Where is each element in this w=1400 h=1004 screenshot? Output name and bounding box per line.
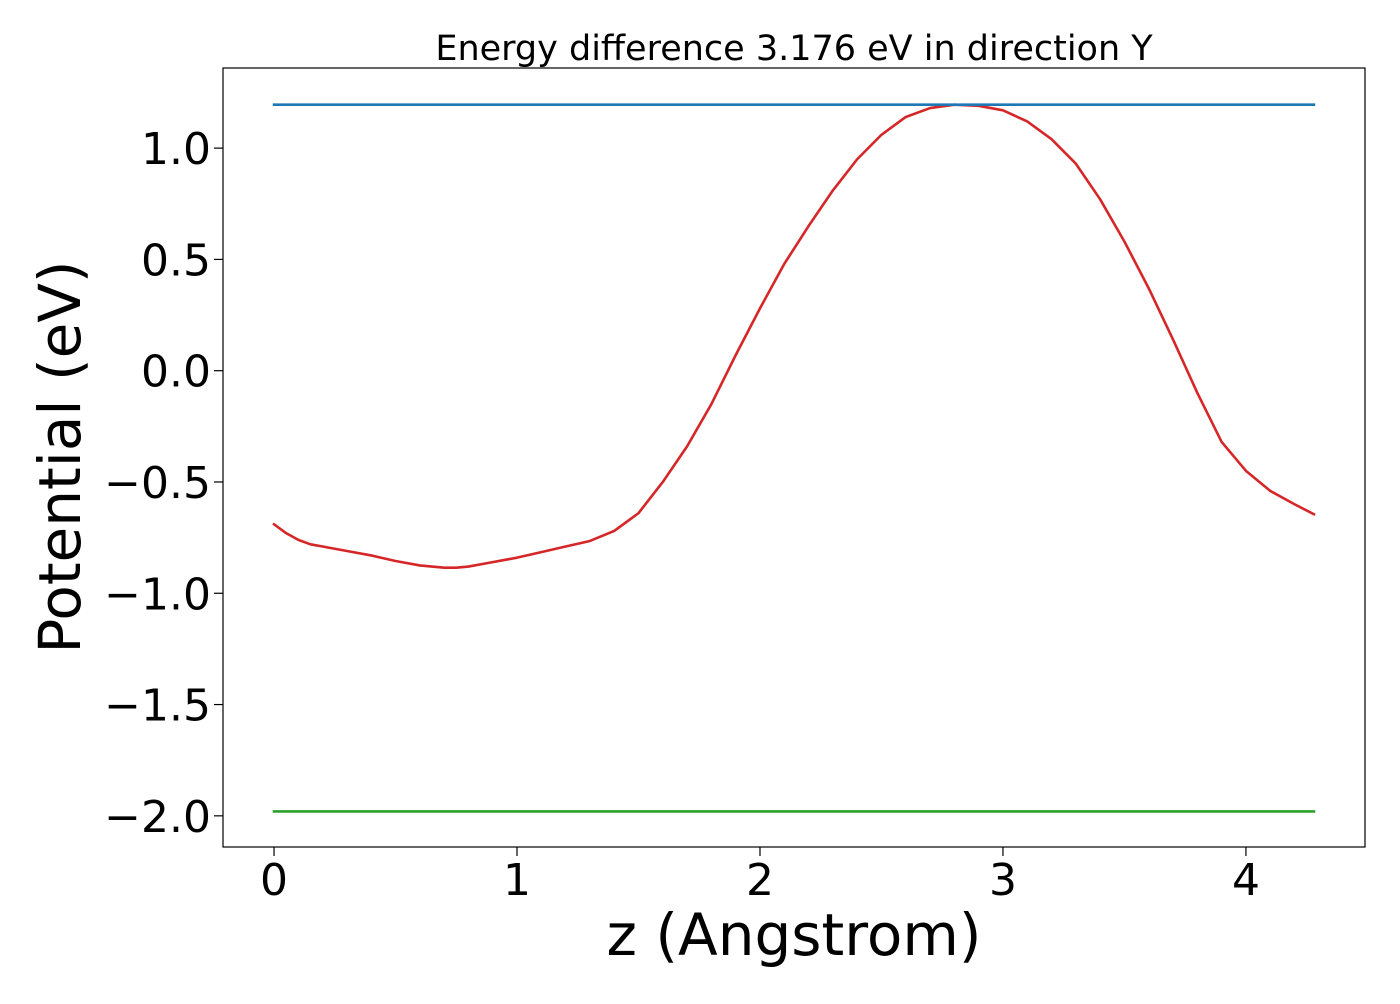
y-axis-label: Potential (eV): [26, 260, 94, 653]
y-tick-label: 1.0: [141, 124, 211, 175]
x-tick-label: 3: [989, 855, 1017, 906]
y-tick-label: 0.5: [141, 235, 211, 286]
y-axis-ticks: 1.0 0.5 0.0 −0.5 −1.0 −1.5 −2.0: [104, 124, 223, 843]
y-tick-label: −2.0: [104, 792, 211, 843]
series-layer: [272, 103, 1316, 813]
x-axis-label: z (Angstrom): [607, 901, 982, 969]
potential-curve: [272, 103, 1316, 569]
plot-frame: [222, 67, 1366, 848]
x-tick-label: 1: [503, 855, 531, 906]
y-tick-label: 0.0: [141, 347, 211, 398]
y-tick-label: −0.5: [104, 458, 211, 509]
x-tick-label: 2: [746, 855, 774, 906]
y-tick-label: −1.5: [104, 681, 211, 732]
chart-title: Energy difference 3.176 eV in direction …: [435, 29, 1153, 69]
y-tick-label: −1.0: [104, 569, 211, 620]
x-tick-label: 4: [1232, 855, 1260, 906]
x-axis-ticks: 0 1 2 3 4: [260, 847, 1260, 906]
x-tick-label: 0: [260, 855, 288, 906]
